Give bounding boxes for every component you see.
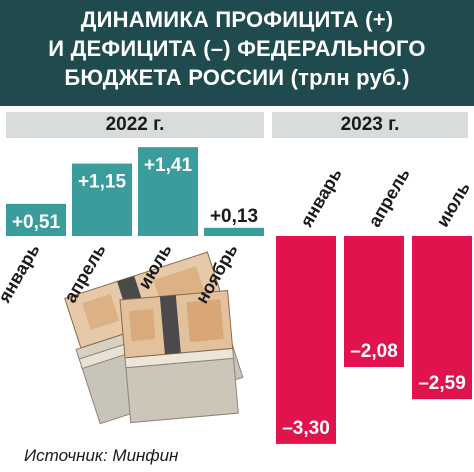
category-label-1-1: апрель xyxy=(364,165,414,231)
value-label-0-3: +0,13 xyxy=(210,206,258,227)
bar-0-0 xyxy=(6,203,66,236)
year-band-2022: 2022 г. xyxy=(6,112,264,138)
category-label-1-2: июль xyxy=(432,178,474,230)
category-label-0-0: январь xyxy=(0,240,44,307)
title-line-1: ДИНАМИКА ПРОФИЦИТА (+) xyxy=(80,7,394,32)
value-label-1-0: –3,30 xyxy=(282,418,330,439)
value-label-0-2: +1,41 xyxy=(144,155,193,176)
title-line-2: И ДЕФИЦИТА (–) ФЕДЕРАЛЬНОГО xyxy=(48,36,426,61)
year-band-2023: 2023 г. xyxy=(272,112,468,138)
chart-title: ДИНАМИКА ПРОФИЦИТА (+) И ДЕФИЦИТА (–) ФЕ… xyxy=(0,0,474,106)
bar-0-1 xyxy=(72,163,132,236)
value-label-0-0: +0,51 xyxy=(12,212,61,233)
bar-1-1 xyxy=(344,236,404,368)
value-label-0-1: +1,15 xyxy=(78,172,127,193)
category-label-1-0: январь xyxy=(296,165,346,232)
value-label-1-1: –2,08 xyxy=(350,341,398,362)
bar-0-2 xyxy=(138,147,198,236)
banknote-stack-illustration xyxy=(64,251,244,425)
bar-0-3 xyxy=(204,227,264,236)
value-label-1-2: –2,59 xyxy=(418,373,466,394)
source-note: Источник: Минфин xyxy=(24,446,179,465)
bar-1-0 xyxy=(276,236,336,444)
bar-1-2 xyxy=(412,236,472,400)
title-line-3: БЮДЖЕТА РОССИИ (трлн руб.) xyxy=(64,65,410,90)
